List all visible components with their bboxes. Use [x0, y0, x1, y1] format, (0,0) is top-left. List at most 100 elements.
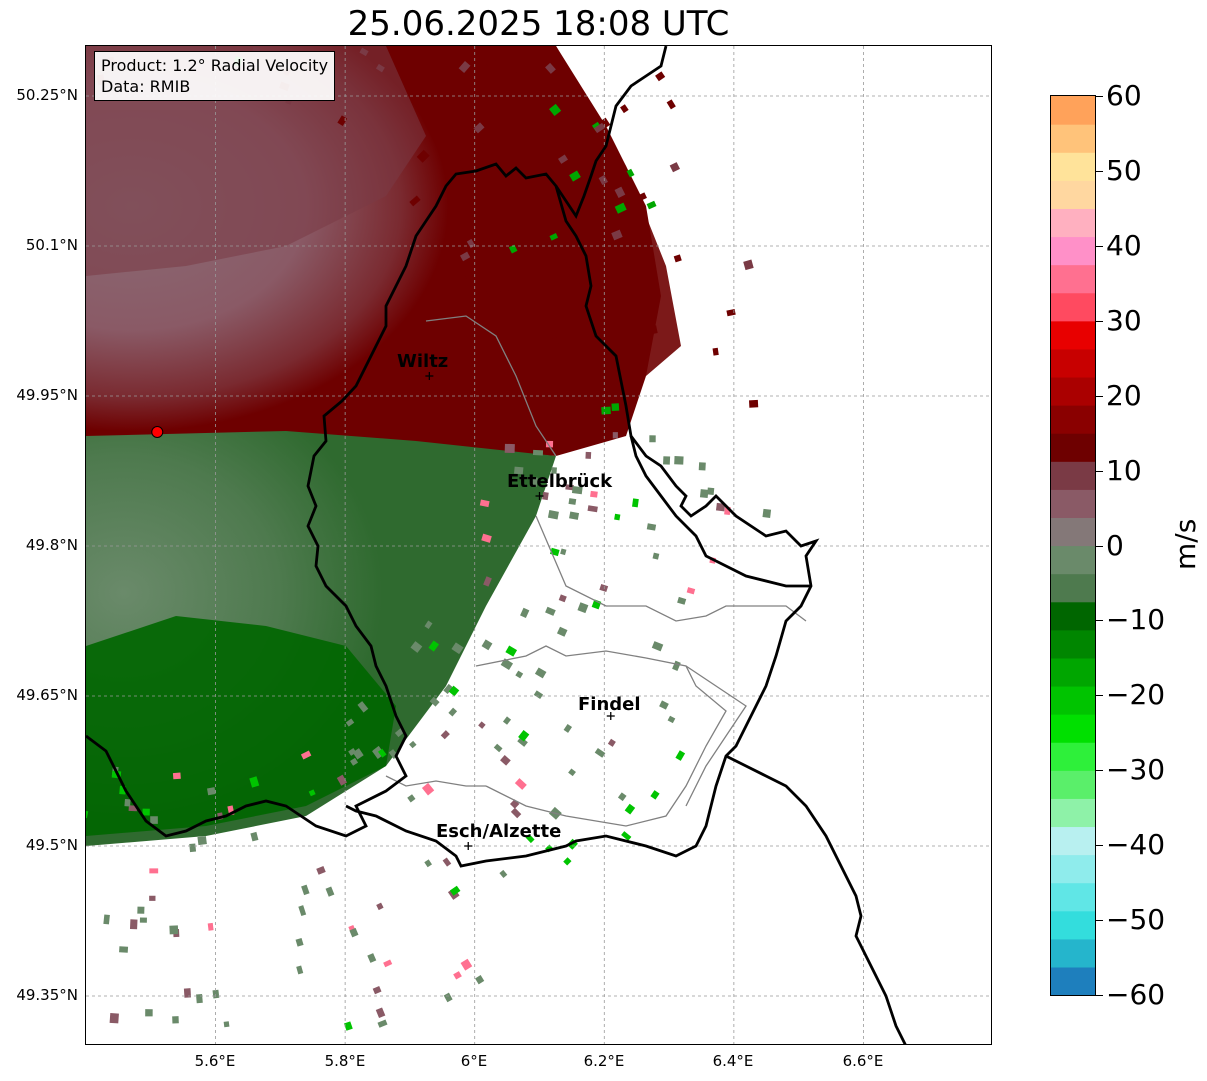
echo-speckle [103, 914, 110, 925]
colorbar-segment [1051, 152, 1095, 181]
echo-speckle [663, 456, 671, 465]
colorbar [1050, 95, 1096, 996]
echo-speckle [421, 782, 435, 796]
colorbar-tick-mark [1096, 770, 1103, 772]
echo-speckle [573, 142, 584, 153]
echo-speckle [466, 238, 476, 249]
echo-speckle [478, 721, 486, 729]
lon-tick: 6°E [460, 1052, 488, 1070]
echo-speckle [325, 886, 335, 897]
echo-speckle [348, 748, 357, 756]
echo-speckle [655, 71, 666, 82]
colorbar-tick: 40 [1106, 228, 1142, 262]
echo-speckle [349, 927, 359, 938]
map-title: 25.06.2025 18:08 UTC [347, 4, 730, 44]
colorbar-gradient [1051, 96, 1095, 995]
echo-speckle [223, 1021, 230, 1028]
colorbar-tick: −20 [1106, 678, 1166, 712]
echo-speckle [612, 432, 618, 439]
echo-speckle [443, 992, 453, 1003]
echo-speckle [300, 750, 312, 760]
echo-speckle [424, 859, 432, 868]
lat-tick: 50.25°N [16, 86, 78, 104]
colorbar-label: m/s [1169, 518, 1202, 570]
lon-tick: 5.8°E [324, 1052, 366, 1070]
echo-speckle [545, 62, 556, 74]
echo-speckle [558, 154, 568, 164]
echo-speckle [647, 325, 658, 335]
radar-map-canvas [86, 46, 991, 1044]
echo-speckle [607, 738, 616, 747]
echo-speckle [510, 807, 522, 819]
echo-speckle [481, 639, 493, 651]
echo-speckle [372, 747, 383, 759]
colorbar-segment [1051, 882, 1095, 912]
colorbar-segment [1051, 770, 1095, 799]
echo-speckle [504, 443, 515, 454]
city-marker [425, 372, 434, 380]
echo-speckle [295, 937, 304, 947]
colorbar-tick: −50 [1106, 903, 1166, 937]
colorbar-segment [1051, 376, 1095, 406]
colorbar-segment [1051, 601, 1095, 631]
colorbar-segment [1051, 461, 1095, 490]
echo-speckle [458, 207, 468, 218]
echo-speckle [549, 103, 562, 117]
echo-speckle [707, 487, 715, 495]
echo-speckle [409, 740, 417, 749]
echo-speckle [464, 248, 474, 259]
colorbar-tick: 10 [1106, 453, 1142, 487]
echo-speckle [207, 922, 214, 931]
colorbar-tick: 50 [1106, 153, 1142, 187]
echo-speckle [532, 449, 544, 456]
echo-speckle [337, 115, 348, 126]
colorbar-tick-mark [1096, 170, 1103, 172]
echo-speckle [550, 132, 562, 143]
colorbar-tick-mark [1096, 545, 1103, 547]
echo-speckle [726, 309, 736, 317]
echo-speckle [558, 594, 567, 603]
echo-speckle [672, 660, 681, 671]
colorbar-segment [1051, 236, 1095, 266]
echo-speckle [611, 229, 623, 241]
echo-speckle [677, 596, 687, 605]
echo-speckle [666, 99, 676, 110]
colorbar-tick: 30 [1106, 303, 1142, 337]
echo-speckle [593, 122, 606, 134]
colorbar-segment [1051, 657, 1095, 687]
lon-tick: 6.4°E [712, 1052, 754, 1070]
echo-speckle [499, 284, 510, 294]
radar-map[interactable] [85, 45, 992, 1045]
lat-tick: 49.35°N [16, 986, 78, 1004]
echo-speckle [542, 491, 549, 501]
echo-speckle [442, 857, 452, 867]
echo-speckle [514, 778, 527, 790]
lat-tick: 49.95°N [16, 386, 78, 404]
echo-speckles [86, 46, 772, 1031]
echo-speckle [534, 667, 547, 679]
info-box: Product: 1.2° Radial Velocity Data: RMIB [94, 51, 336, 101]
colorbar-segment [1051, 910, 1095, 940]
colorbar-segment [1051, 124, 1095, 153]
echo-speckle [460, 958, 473, 971]
echo-speckle [587, 505, 598, 513]
echo-speckle [183, 988, 192, 998]
echo-speckle [569, 511, 580, 520]
city-marker [535, 492, 544, 500]
colorbar-tick-mark [1096, 695, 1103, 697]
echo-speckle [189, 843, 197, 853]
echo-speckle [599, 584, 609, 593]
city-label-wiltz: Wiltz [397, 351, 449, 372]
echo-speckle [296, 965, 304, 975]
colorbar-tick-mark [1096, 620, 1103, 622]
echo-speckle [568, 768, 576, 777]
echo-speckle [357, 701, 369, 713]
colorbar-segment [1051, 573, 1095, 603]
echo-speckle [481, 533, 492, 543]
echo-speckle [484, 81, 493, 90]
echo-speckle [626, 168, 635, 178]
echo-speckle [651, 641, 664, 652]
echo-speckle [632, 498, 639, 508]
echo-speckle [350, 757, 359, 766]
echo-speckle [149, 868, 159, 874]
